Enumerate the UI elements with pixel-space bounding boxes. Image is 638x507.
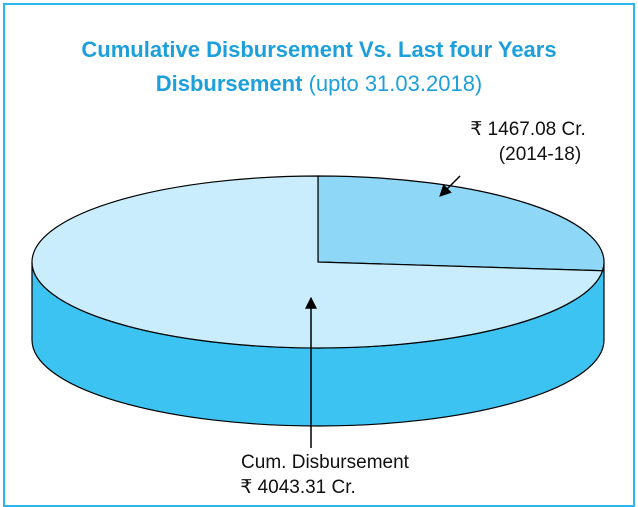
- title-block: Cumulative Disbursement Vs. Last four Ye…: [64, 33, 574, 101]
- slice-label: Cum. Disbursement: [241, 452, 410, 473]
- chart-subtitle: (upto 31.03.2018): [308, 71, 483, 96]
- data-label: ₹ 4043.31 Cr.: [240, 477, 356, 498]
- chart-title: Cumulative Disbursement Vs. Last four Ye…: [81, 37, 557, 96]
- slice-label: (2014-18): [499, 144, 581, 165]
- pie-slice: [317, 175, 605, 272]
- pie: [31, 175, 605, 427]
- data-label: ₹ 1467.08 Cr.: [470, 119, 586, 140]
- pie-slice: [31, 175, 604, 349]
- frame: [3, 3, 635, 507]
- leader-arrow: [439, 175, 461, 197]
